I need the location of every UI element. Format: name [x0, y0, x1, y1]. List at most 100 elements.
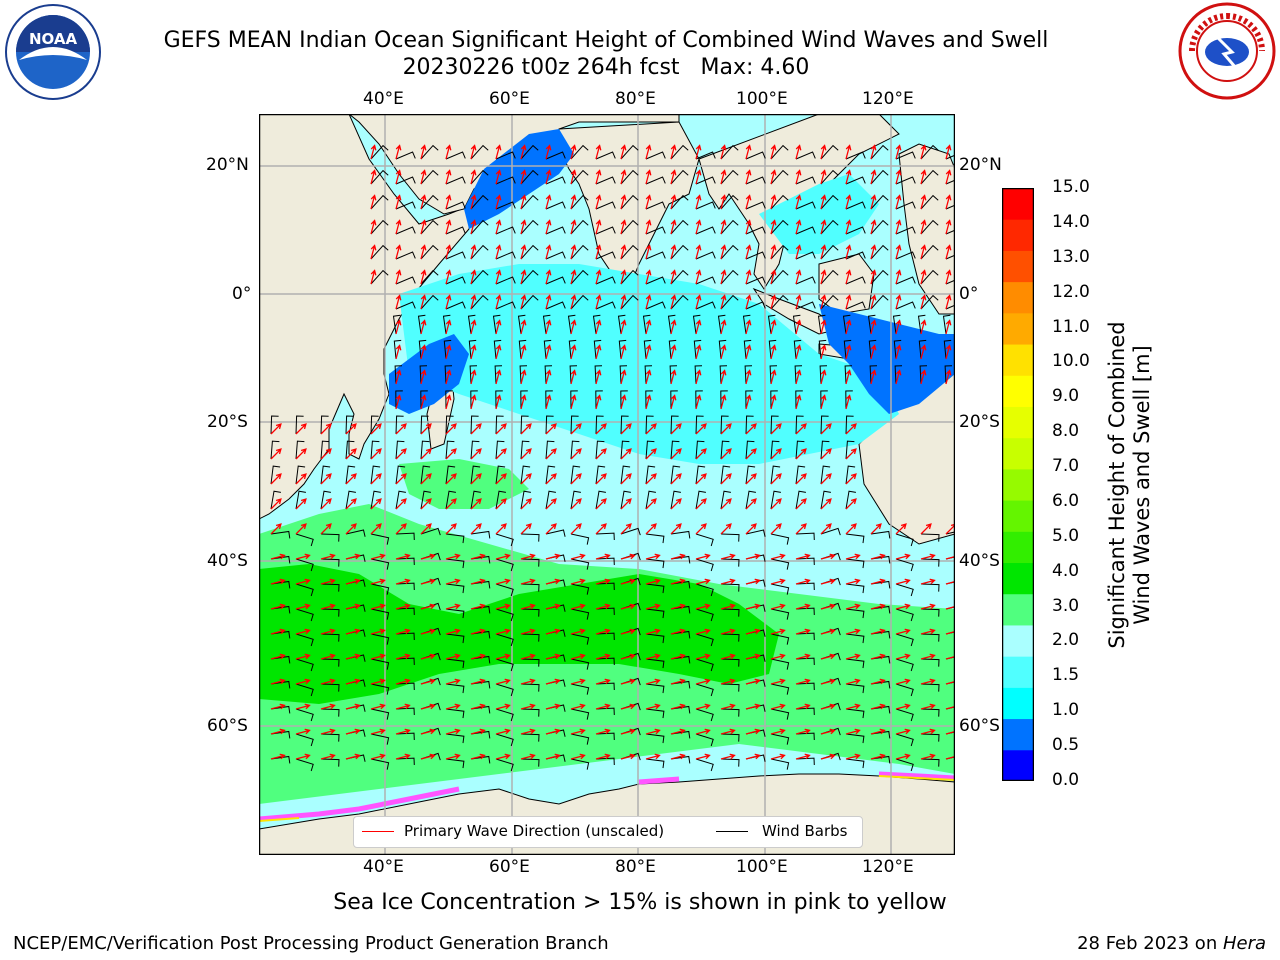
wave-direction-arrow	[420, 553, 436, 560]
wave-direction-arrow	[695, 294, 702, 310]
wave-direction-arrow	[945, 144, 952, 160]
wind-barb	[892, 314, 901, 335]
wind-barb	[720, 758, 740, 767]
wave-direction-arrow	[745, 144, 752, 160]
wind-barb	[720, 465, 731, 485]
wave-direction-arrow	[820, 628, 836, 635]
wind-barb	[795, 557, 815, 566]
wind-barb	[945, 204, 955, 210]
wind-barb	[719, 365, 728, 385]
wave-direction-arrow	[345, 498, 357, 510]
wave-direction-arrow	[270, 753, 286, 760]
wind-barb	[620, 169, 639, 185]
wind-barb	[320, 490, 331, 510]
wind-barb	[270, 655, 291, 664]
wind-barb	[444, 365, 453, 385]
wind-barb	[645, 301, 666, 310]
wind-barb	[295, 583, 314, 597]
wave-direction-arrow	[420, 728, 436, 735]
wind-barb	[445, 558, 465, 569]
wind-barb	[544, 365, 553, 385]
wave-direction-arrow	[720, 448, 732, 460]
wind-barb	[495, 683, 514, 697]
wave-direction-arrow	[645, 603, 661, 610]
wave-direction-arrow	[595, 473, 607, 485]
wind-barb	[745, 201, 766, 210]
wind-barb	[570, 269, 589, 285]
wave-direction-arrow	[770, 628, 786, 635]
wave-direction-arrow	[770, 578, 786, 585]
wind-barb	[845, 226, 866, 235]
wave-direction-arrow	[795, 603, 811, 610]
wave-direction-arrow	[470, 269, 477, 285]
wave-direction-arrow	[820, 169, 827, 185]
wind-barb	[920, 608, 940, 617]
wind-barb	[720, 440, 730, 460]
wind-barb	[295, 558, 314, 572]
wind-barb	[370, 658, 390, 670]
wave-direction-arrow	[670, 244, 677, 260]
wind-barb	[818, 339, 827, 360]
wave-direction-arrow	[495, 144, 502, 160]
wind-barb	[445, 176, 466, 185]
wave-direction-arrow	[545, 553, 561, 560]
wave-direction-arrow	[845, 194, 852, 210]
wind-barb	[770, 194, 789, 210]
wave-direction-arrow	[495, 703, 511, 710]
wind-barb	[695, 251, 716, 260]
wave-direction-arrow	[820, 319, 827, 335]
wind-barb	[520, 608, 540, 617]
colorbar-segment	[1002, 656, 1034, 688]
wave-direction-arrow	[720, 294, 727, 310]
wind-barb	[470, 630, 491, 639]
wave-direction-arrow	[745, 169, 752, 185]
wind-barb	[820, 269, 839, 285]
wave-direction-arrow	[695, 653, 711, 660]
wave-direction-arrow	[420, 603, 436, 610]
wind-barb	[820, 527, 841, 536]
wave-direction-arrow	[945, 628, 955, 635]
wave-direction-arrow	[495, 473, 507, 485]
wind-barb	[668, 339, 677, 360]
map-panel	[259, 114, 955, 855]
wind-barb	[692, 314, 701, 335]
wave-direction-arrow	[795, 628, 811, 635]
wave-direction-arrow	[770, 319, 777, 335]
wave-direction-arrow	[920, 523, 932, 535]
wind-barb	[470, 680, 491, 689]
wind-barb	[420, 465, 431, 485]
wave-direction-arrow	[570, 728, 586, 735]
wave-direction-arrow	[920, 144, 927, 160]
wind-barb	[520, 733, 540, 742]
lat-label-left: 20°N	[206, 155, 249, 175]
wind-barb	[745, 176, 766, 185]
wind-barb	[295, 658, 314, 672]
wave-direction-arrow	[395, 703, 411, 710]
wind-barb	[442, 314, 451, 335]
wave-direction-arrow	[945, 603, 955, 610]
wave-direction-arrow	[420, 344, 427, 360]
wave-direction-arrow	[670, 678, 686, 685]
wind-barb	[870, 555, 891, 564]
wave-direction-arrow	[445, 603, 461, 610]
wave-direction-arrow	[820, 269, 827, 285]
wind-barb	[695, 465, 706, 485]
wind-barb	[795, 732, 815, 741]
wind-barb	[795, 251, 816, 260]
wave-direction-arrow	[395, 169, 402, 185]
wind-barb	[370, 244, 389, 260]
wind-barb	[720, 633, 740, 642]
wind-barb	[845, 390, 853, 410]
wave-direction-arrow	[645, 678, 661, 685]
wind-barb	[867, 314, 876, 335]
wave-direction-arrow	[420, 394, 427, 410]
wave-direction-arrow	[370, 603, 386, 610]
wave-direction-arrow	[295, 728, 311, 735]
wave-direction-arrow	[770, 473, 782, 485]
wind-barb	[370, 733, 390, 745]
colorbar-tick-label: 13.0	[1052, 246, 1090, 267]
wind-barb	[320, 733, 340, 742]
wave-direction-arrow	[820, 603, 836, 610]
wave-direction-arrow	[470, 244, 477, 260]
lon-label-bottom: 100°E	[736, 857, 788, 877]
